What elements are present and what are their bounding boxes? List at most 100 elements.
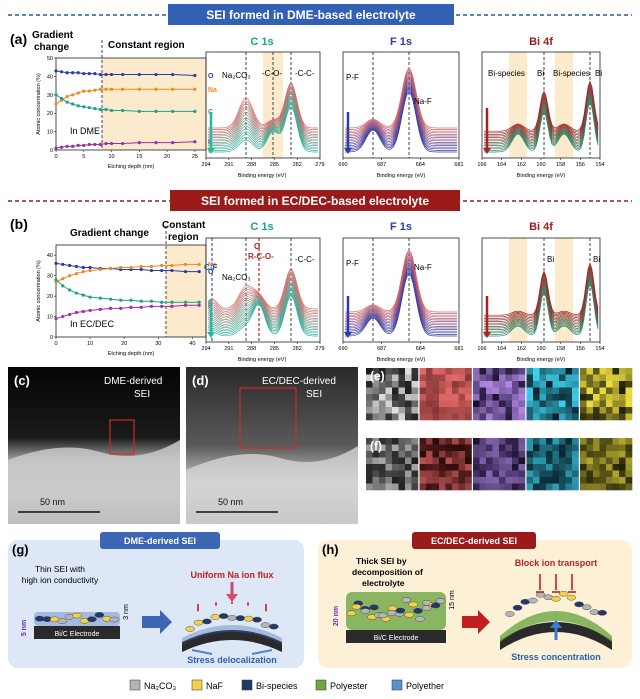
spectrum-curve bbox=[345, 67, 457, 129]
legend-label: Bi-species bbox=[256, 681, 298, 691]
banner-b-title: SEI formed in EC/DEC-based electrolyte bbox=[201, 194, 429, 208]
xtick-label: 156 bbox=[576, 346, 585, 352]
data-point-F bbox=[54, 146, 58, 150]
map-f-scale: 10 nm bbox=[370, 497, 390, 504]
constant-region-b bbox=[166, 245, 206, 337]
data-point-Na bbox=[154, 87, 158, 91]
xtick-label: 20 bbox=[121, 341, 127, 347]
schematic-h-thick-2: decomposition of bbox=[352, 567, 423, 577]
data-point-C bbox=[88, 295, 92, 299]
chart-a-region-left-2: change bbox=[34, 42, 69, 53]
data-point-O bbox=[87, 72, 91, 76]
data-point-O bbox=[171, 72, 175, 77]
legend-item: Na₂CO₃ bbox=[129, 679, 176, 691]
spectrum-curve bbox=[207, 281, 318, 322]
a-f1s-title: F 1s bbox=[390, 36, 412, 48]
schematic-g-sei-left bbox=[34, 612, 120, 626]
a-bi4f-curves bbox=[481, 51, 601, 159]
legend-swatch bbox=[191, 679, 203, 691]
data-point-F bbox=[82, 143, 86, 147]
b-c1s-title: C 1s bbox=[250, 221, 273, 233]
spectrum-curve bbox=[207, 278, 318, 319]
panel-label-b: (b) bbox=[10, 216, 28, 232]
a-c1s-title: C 1s bbox=[250, 36, 273, 48]
xtick-label: 288 bbox=[247, 346, 256, 352]
spectrum-curve bbox=[484, 80, 599, 132]
legend-swatch bbox=[315, 679, 327, 691]
spectrum-curve bbox=[208, 98, 318, 145]
schematic-g-sei-right bbox=[182, 601, 282, 644]
spectrum-arrowhead bbox=[483, 332, 491, 338]
xtick-label: 25 bbox=[192, 154, 198, 160]
data-point-C bbox=[149, 299, 154, 303]
spectrum-arrowhead bbox=[483, 148, 491, 154]
spectrum-frame bbox=[205, 51, 321, 159]
b-f1s-title: F 1s bbox=[390, 221, 412, 233]
schematic-g-bg bbox=[8, 540, 304, 668]
data-point-O bbox=[98, 72, 103, 77]
chart-b-xlabel: Etching depth (nm) bbox=[108, 351, 155, 357]
spectrum-curve bbox=[207, 273, 318, 314]
data-point-Na bbox=[193, 87, 197, 91]
data-point-C bbox=[61, 284, 65, 288]
banner-a-title: SEI formed in DME-based electrolyte bbox=[206, 8, 416, 22]
xtick-label: 687 bbox=[377, 162, 386, 168]
b-bi4f-peak-1: Bi bbox=[547, 255, 554, 264]
chart-b-region-right-2: region bbox=[168, 232, 199, 243]
element-map-label: C bbox=[461, 424, 468, 434]
xtick-label: 285 bbox=[270, 346, 279, 352]
data-point-C bbox=[93, 107, 97, 111]
data-point-F bbox=[81, 309, 85, 314]
data-point-O bbox=[183, 269, 188, 274]
schematic-g-dim-3: 3 nm bbox=[123, 604, 130, 620]
data-point-Na bbox=[74, 272, 79, 276]
chart-a-electrolyte: In DME bbox=[70, 126, 100, 136]
data-point-C bbox=[71, 102, 75, 106]
micrograph-c-bright-region bbox=[8, 440, 180, 524]
spectrum-curve bbox=[345, 249, 457, 313]
data-point-O bbox=[76, 71, 80, 75]
b-f1s-xlabel: Binding energy (eV) bbox=[377, 357, 426, 363]
data-point-F bbox=[93, 142, 97, 147]
element-map-label: Na bbox=[616, 494, 628, 504]
chart-a-series: ONaCF bbox=[54, 69, 217, 150]
data-point-Na bbox=[61, 277, 65, 281]
schematic-h-electrode-left bbox=[346, 630, 446, 643]
data-point-F bbox=[76, 143, 80, 147]
spectra-row-b: C 1s F 1s Bi 4f C-F Na₂CO₃ O R-C-O- -C-C… bbox=[201, 221, 604, 363]
spectra-b-ticks: 294 291 288 285 282 279 690 687 684 681 166 164 162 1… bbox=[201, 342, 605, 352]
data-point-F bbox=[129, 305, 133, 309]
element-map-O: O bbox=[473, 368, 526, 434]
spectrum-curve bbox=[208, 106, 318, 153]
data-point-F bbox=[197, 303, 201, 307]
series-line-O bbox=[55, 70, 195, 76]
panel-label-e: (e) bbox=[370, 369, 385, 383]
xtick-label: 166 bbox=[477, 346, 486, 352]
xtick-label: 684 bbox=[416, 346, 425, 352]
series-line-Na bbox=[55, 263, 200, 283]
legend-item: NaF bbox=[191, 679, 224, 691]
data-point-C bbox=[59, 96, 64, 101]
data-point-O bbox=[71, 71, 75, 75]
xtick-label: 20 bbox=[164, 154, 170, 160]
series-line-C bbox=[55, 94, 195, 112]
xtick-label: 154 bbox=[595, 162, 604, 168]
xtick-label: 294 bbox=[201, 346, 210, 352]
micrograph-d-scale: 50 nm bbox=[218, 497, 243, 507]
data-point-F bbox=[183, 303, 188, 307]
schematic-g-arrow bbox=[142, 610, 172, 634]
b-c1s-curves bbox=[205, 237, 321, 343]
data-point-F bbox=[71, 144, 75, 148]
xtick-label: 681 bbox=[454, 346, 463, 352]
spectrum-frame bbox=[342, 51, 460, 159]
xtick-label: 166 bbox=[477, 162, 486, 168]
data-point-F bbox=[98, 142, 103, 147]
constant-region-a bbox=[102, 58, 206, 150]
a-f1s-peak-pf: P-F bbox=[346, 73, 359, 82]
spectrum-curve bbox=[208, 105, 318, 151]
a-bi4f-title: Bi 4f bbox=[529, 36, 553, 48]
data-point-C bbox=[193, 109, 197, 113]
spectrum-curve bbox=[208, 89, 318, 135]
xtick-label: 10 bbox=[108, 154, 114, 160]
data-point-O bbox=[193, 73, 197, 78]
